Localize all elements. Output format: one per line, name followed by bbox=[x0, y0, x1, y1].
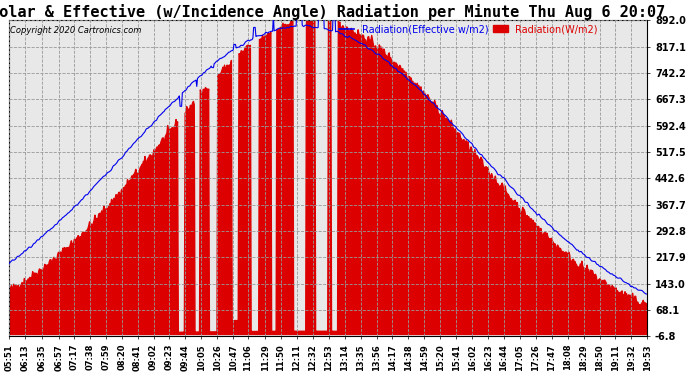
Text: Copyright 2020 Cartronics.com: Copyright 2020 Cartronics.com bbox=[10, 27, 141, 36]
Title: Solar & Effective (w/Incidence Angle) Radiation per Minute Thu Aug 6 20:07: Solar & Effective (w/Incidence Angle) Ra… bbox=[0, 4, 666, 20]
Legend: Radiation(Effective w/m2), Radiation(W/m2): Radiation(Effective w/m2), Radiation(W/m… bbox=[335, 20, 602, 38]
